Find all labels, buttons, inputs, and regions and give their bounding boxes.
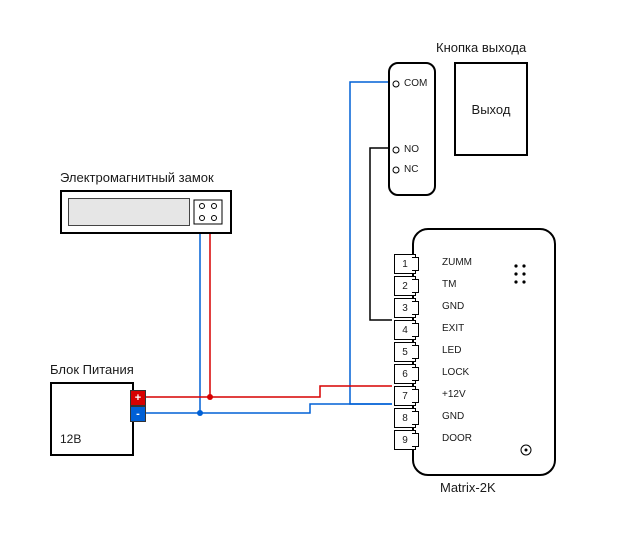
- controller-pin-1: 1 ZUMM: [414, 254, 554, 272]
- exit-term-com-label: COM: [404, 78, 427, 89]
- pin-2-cap: [412, 279, 419, 293]
- controller-pin-6: 6 LOCK: [414, 364, 554, 382]
- pin-6-label: LOCK: [442, 367, 469, 378]
- controller-pin-8: 8 GND: [414, 408, 554, 426]
- controller-pin-4: 4 EXIT: [414, 320, 554, 338]
- pin-9-cap: [412, 433, 419, 447]
- controller-pin-7: 7 +12V: [414, 386, 554, 404]
- controller-device: 1 ZUMM 2 TM 3 GND 4 EXIT 5 LED 6 LOCK 7 …: [412, 228, 556, 476]
- controller-pin-3: 3 GND: [414, 298, 554, 316]
- pin-8-label: GND: [442, 411, 464, 422]
- exit-term-nc-label: NC: [404, 164, 418, 175]
- exit-button-face: Выход: [454, 62, 528, 156]
- psu-plus-sign: +: [135, 392, 141, 404]
- exit-button-device: COM NO NC: [388, 62, 436, 196]
- pin-3-label: GND: [442, 301, 464, 312]
- psu-terminal-plus: +: [130, 390, 146, 406]
- controller-pin-2: 2 TM: [414, 276, 554, 294]
- pin-1-cap: [412, 257, 419, 271]
- pin-2-label: TM: [442, 279, 456, 290]
- pin-3-cap: [412, 301, 419, 315]
- pin-4-cap: [412, 323, 419, 337]
- pin-9-label: DOOR: [442, 433, 472, 444]
- pin-5-cap: [412, 345, 419, 359]
- em-lock-device: [60, 190, 232, 234]
- pin-4-label: EXIT: [442, 323, 464, 334]
- pin-6-cap: [412, 367, 419, 381]
- exit-button-face-text: Выход: [472, 102, 511, 117]
- junction-12v: [207, 394, 213, 400]
- controller-pin-5: 5 LED: [414, 342, 554, 360]
- psu-voltage-text: 12В: [60, 432, 81, 446]
- em-lock-terminals: [190, 192, 230, 232]
- label-exit-button-title: Кнопка выхода: [436, 40, 526, 55]
- em-lock-plate: [68, 198, 190, 226]
- psu-device: 12В: [50, 382, 134, 456]
- psu-terminal-minus: -: [130, 406, 146, 422]
- controller-pin-9: 9 DOOR: [414, 430, 554, 448]
- pin-8-cap: [412, 411, 419, 425]
- label-em-lock: Электромагнитный замок: [60, 170, 214, 185]
- psu-minus-sign: -: [136, 408, 140, 420]
- wire-plus12v: [145, 232, 392, 397]
- pin-5-label: LED: [442, 345, 461, 356]
- junction-gnd: [197, 410, 203, 416]
- pin-7-cap: [412, 389, 419, 403]
- label-psu: Блок Питания: [50, 362, 134, 377]
- pin-1-label: ZUMM: [442, 257, 472, 268]
- pin-7-label: +12V: [442, 389, 466, 400]
- wire-exit-com-to-gnd: [350, 82, 392, 404]
- exit-term-no-label: NO: [404, 144, 419, 155]
- label-controller-name: Matrix-2K: [440, 480, 496, 495]
